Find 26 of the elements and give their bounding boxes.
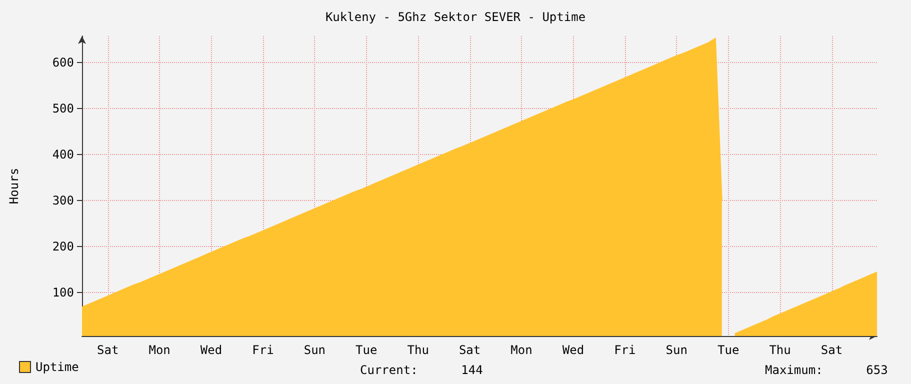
x-tick-label: Sun [666, 343, 688, 357]
text: Maximum: 653 [765, 363, 888, 377]
legend-label: Uptime [36, 360, 79, 374]
chart-title: Kukleny - 5Ghz Sektor SEVER - Uptime [325, 10, 586, 24]
x-tick-label: Tue [356, 343, 378, 357]
text: Current: 144 [360, 363, 483, 377]
y-tick-label: 500 [52, 102, 74, 116]
y-tick-label: 200 [52, 239, 74, 254]
x-tick-label: Fri [252, 343, 274, 357]
x-tick-label: Thu [769, 343, 791, 357]
y-tick-label: 600 [52, 56, 74, 70]
y-tick-label: 100 [52, 285, 74, 300]
x-tick-label: Tue [718, 343, 740, 357]
x-tick-label: Sat [458, 343, 481, 357]
x-tick-label: Mon [148, 343, 170, 357]
x-tick-label: Sun [304, 343, 326, 357]
x-tick-label: Wed [200, 343, 222, 357]
y-tick-label: 400 [52, 148, 74, 162]
x-tick-label: Wed [562, 343, 584, 357]
x-tick-label: Sat [820, 343, 843, 357]
x-tick-label: Thu [407, 343, 429, 357]
y-tick-label: 300 [52, 193, 74, 208]
x-tick-label: Fri [614, 343, 636, 357]
x-tick-label: Sat [97, 343, 119, 357]
x-tick-label: Mon [510, 343, 532, 357]
y-axis-title: Hours [7, 168, 21, 204]
